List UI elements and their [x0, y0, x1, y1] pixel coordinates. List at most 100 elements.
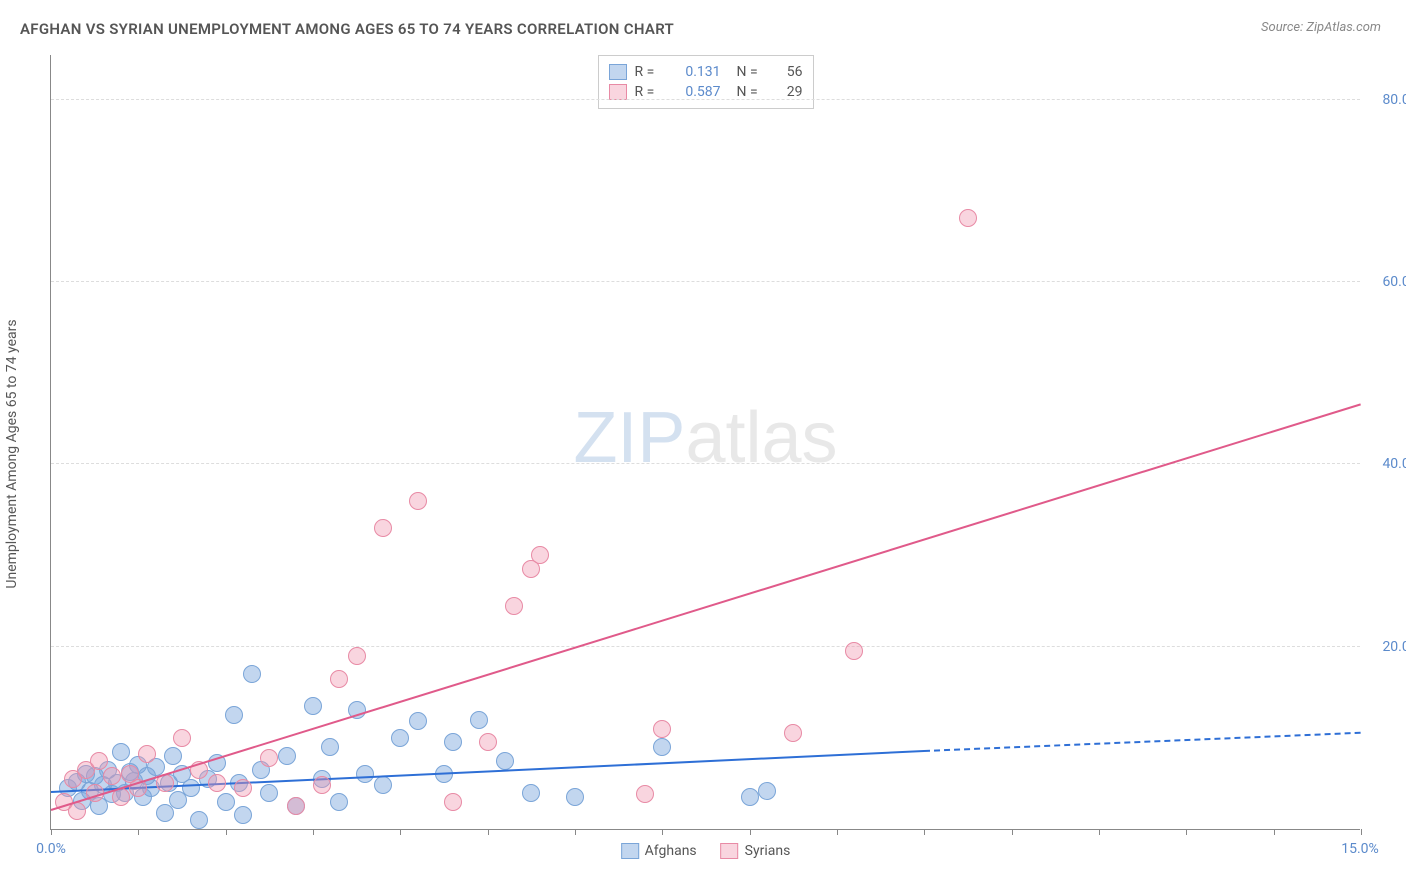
afghan-point [741, 788, 759, 806]
x-tick [138, 829, 139, 835]
afghan-point [304, 697, 322, 715]
x-tick [575, 829, 576, 835]
x-tick [1012, 829, 1013, 835]
x-axis-min-label: 0.0% [36, 841, 66, 857]
y-tick-label: 60.0% [1365, 274, 1406, 290]
legend-item-syrian: Syrians [721, 843, 791, 859]
syrian-point [505, 597, 523, 615]
x-tick [488, 829, 489, 835]
afghan-point [260, 784, 278, 802]
legend-label-syrian: Syrians [745, 843, 791, 859]
afghan-point [356, 765, 374, 783]
afghan-point [522, 784, 540, 802]
r-value-syrian: 0.587 [671, 84, 721, 100]
legend-label-afghan: Afghans [645, 843, 697, 859]
afghan-point [374, 776, 392, 794]
afghan-point [217, 793, 235, 811]
afghan-point [182, 779, 200, 797]
afghan-point [566, 788, 584, 806]
x-tick [924, 829, 925, 835]
x-tick [662, 829, 663, 835]
afghan-point [330, 793, 348, 811]
chart-title: AFGHAN VS SYRIAN UNEMPLOYMENT AMONG AGES… [20, 20, 674, 38]
x-tick [750, 829, 751, 835]
syrian-point [444, 793, 462, 811]
y-axis-label: Unemployment Among Ages 65 to 74 years [4, 319, 20, 588]
syrian-swatch-icon [609, 84, 627, 100]
chart-container: AFGHAN VS SYRIAN UNEMPLOYMENT AMONG AGES… [0, 0, 1406, 892]
gridline [51, 646, 1360, 647]
stats-legend: R = 0.131 N = 56 R = 0.587 N = 29 [598, 55, 814, 109]
syrian-point [260, 749, 278, 767]
y-tick-label: 40.0% [1365, 456, 1406, 472]
y-tick-label: 20.0% [1365, 639, 1406, 655]
syrian-point [330, 670, 348, 688]
r-label: R = [635, 84, 663, 100]
afghan-point [758, 782, 776, 800]
syrian-point [234, 779, 252, 797]
afghan-point [278, 747, 296, 765]
r-label: R = [635, 64, 663, 80]
stats-row-afghan: R = 0.131 N = 56 [609, 62, 803, 82]
afghan-point [225, 706, 243, 724]
plot-area: ZIPatlas R = 0.131 N = 56 R = 0.587 N = … [50, 55, 1360, 830]
syrian-point [784, 724, 802, 742]
n-value-syrian: 29 [775, 84, 803, 100]
syrian-point [409, 492, 427, 510]
afghan-point [470, 711, 488, 729]
gridline [51, 281, 1360, 282]
syrian-point [374, 519, 392, 537]
syrian-swatch-icon [721, 843, 739, 859]
syrian-point [313, 776, 331, 794]
syrian-point [287, 797, 305, 815]
x-axis-max-label: 15.0% [1341, 841, 1379, 857]
x-tick [837, 829, 838, 835]
syrian-point [348, 647, 366, 665]
watermark-part2: atlas [685, 398, 837, 478]
syrian-point [103, 767, 121, 785]
x-tick [1361, 829, 1362, 835]
r-value-afghan: 0.131 [671, 64, 721, 80]
n-label: N = [737, 84, 767, 100]
watermark: ZIPatlas [573, 397, 837, 479]
x-tick [1099, 829, 1100, 835]
syrian-point [653, 720, 671, 738]
syrian-point [959, 209, 977, 227]
syrian-point [90, 752, 108, 770]
afghan-trend-dashed [924, 731, 1361, 751]
gridline [51, 99, 1360, 100]
bottom-legend: Afghans Syrians [621, 843, 791, 859]
afghan-swatch-icon [621, 843, 639, 859]
watermark-part1: ZIP [573, 398, 685, 478]
afghan-point [444, 733, 462, 751]
legend-item-afghan: Afghans [621, 843, 697, 859]
afghan-point [112, 743, 130, 761]
afghan-point [391, 729, 409, 747]
afghan-point [190, 811, 208, 829]
syrian-point [531, 546, 549, 564]
syrian-point [845, 642, 863, 660]
syrian-point [479, 733, 497, 751]
afghan-point [321, 738, 339, 756]
syrian-point [636, 785, 654, 803]
x-tick [1186, 829, 1187, 835]
afghan-swatch-icon [609, 64, 627, 80]
afghan-point [164, 747, 182, 765]
x-tick [400, 829, 401, 835]
afghan-point [234, 806, 252, 824]
syrian-point [173, 729, 191, 747]
y-tick-label: 80.0% [1365, 92, 1406, 108]
syrian-point [138, 745, 156, 763]
n-label: N = [737, 64, 767, 80]
x-tick [226, 829, 227, 835]
source-attribution: Source: ZipAtlas.com [1261, 20, 1381, 35]
x-tick [1274, 829, 1275, 835]
afghan-point [653, 738, 671, 756]
x-tick [51, 829, 52, 835]
x-tick [313, 829, 314, 835]
afghan-point [409, 712, 427, 730]
n-value-afghan: 56 [775, 64, 803, 80]
syrian-point [208, 774, 226, 792]
afghan-point [243, 665, 261, 683]
afghan-point [496, 752, 514, 770]
